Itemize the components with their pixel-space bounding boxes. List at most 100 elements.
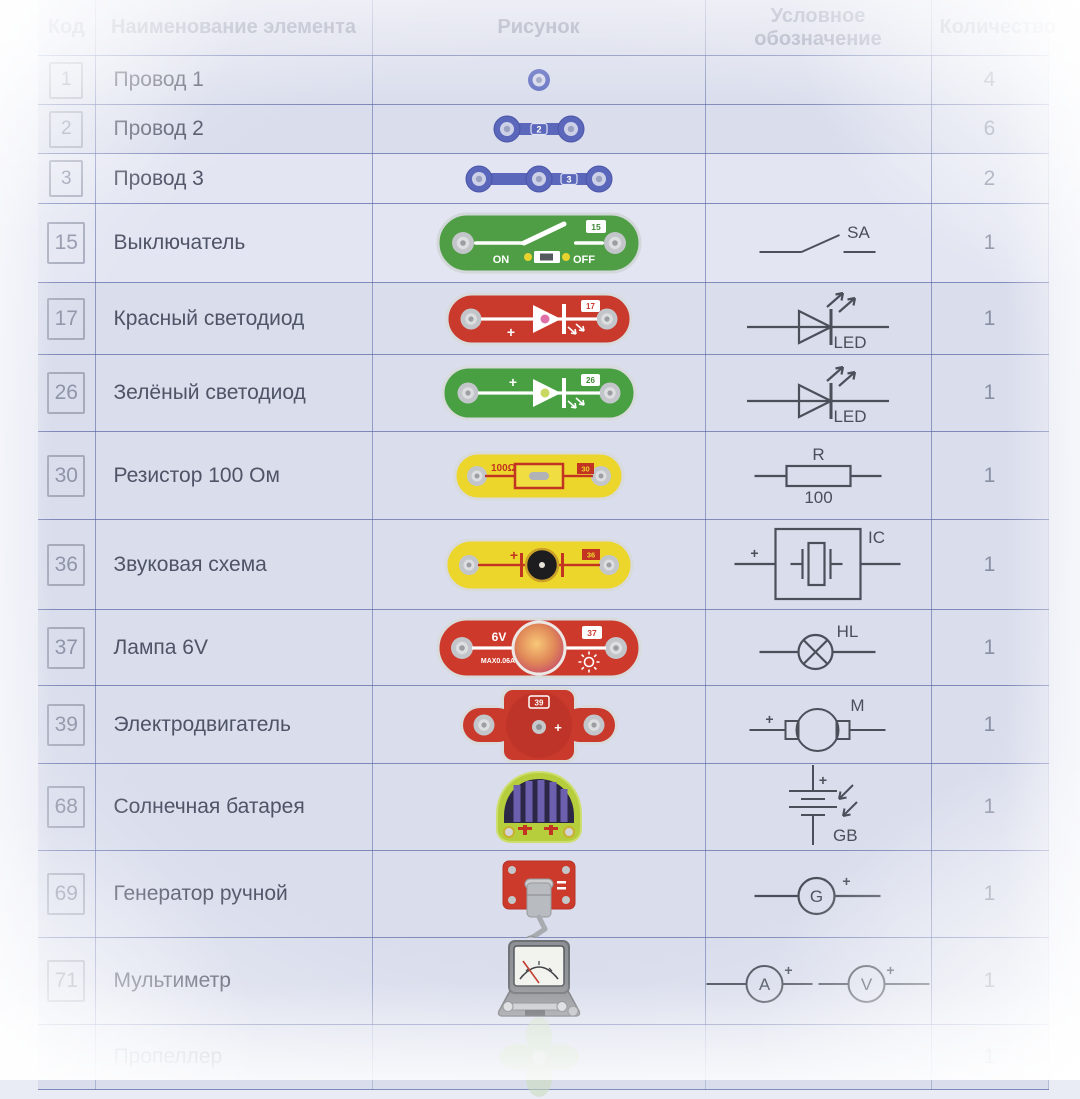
component-symbol: + GB <box>763 761 873 853</box>
code-badge: 37 <box>47 626 86 669</box>
component-quantity: 1 <box>931 609 1049 686</box>
header-element-name: Наименование элемента <box>95 0 373 56</box>
svg-text:3: 3 <box>566 174 571 184</box>
component-name: Провод 3 <box>95 153 373 204</box>
svg-text:+: + <box>886 962 894 978</box>
component-quantity: 1 <box>931 519 1049 610</box>
component-quantity: 1 <box>931 685 1049 764</box>
svg-text:SA: SA <box>847 223 870 242</box>
component-symbol: LED <box>743 287 893 351</box>
led-symbol: LED <box>747 291 889 351</box>
component-quantity: 1 <box>931 282 1049 355</box>
svg-text:A: A <box>759 975 771 994</box>
component-name: Зелёный светодиод <box>95 354 373 432</box>
components-table: Код Наименование элемента Рисунок Условн… <box>38 0 1056 1097</box>
table-row: 26 Зелёный светодиод + 26 LED <box>38 354 1049 432</box>
multimeter-picture <box>497 940 580 1017</box>
svg-text:V: V <box>861 975 873 994</box>
lamp-symbol: HL <box>759 622 876 670</box>
resistor-picture: 100Ω 30 <box>453 451 624 500</box>
code-number: 15 <box>54 231 78 254</box>
svg-text:+: + <box>784 962 792 978</box>
wire-1-picture <box>527 69 550 91</box>
component-symbol: HL <box>756 622 881 674</box>
component-name: Провод 2 <box>95 104 373 154</box>
code-badge: 15 <box>47 222 86 264</box>
multimeter-symbol: A + V + <box>706 962 930 1003</box>
component-quantity: 1 <box>931 850 1049 938</box>
code-badge: 71 <box>47 960 86 1002</box>
component-quantity: 1 <box>931 937 1049 1025</box>
component-quantity: 1 <box>931 763 1049 851</box>
table-row: 39 Электродвигатель 39 + + M <box>38 685 1049 764</box>
resistor-symbol: R 100 <box>754 446 882 506</box>
component-symbol: + M <box>746 694 891 756</box>
table-row: 1 Провод 1 4 <box>38 55 1049 105</box>
component-picture: 3 <box>463 163 615 195</box>
svg-text:+: + <box>554 720 562 735</box>
led-symbol: LED <box>747 365 889 425</box>
svg-text:GB: GB <box>833 826 858 845</box>
component-name: Мультиметр <box>95 937 373 1025</box>
propeller-picture <box>498 1017 579 1097</box>
svg-text:+: + <box>842 873 850 889</box>
code-badge: 68 <box>47 786 86 828</box>
svg-text:+: + <box>819 772 827 788</box>
green-led-picture: + 26 <box>441 365 636 421</box>
svg-text:26: 26 <box>586 376 595 385</box>
code-number: 68 <box>54 795 78 818</box>
component-quantity: 1 <box>931 203 1049 283</box>
code-number: 2 <box>60 118 72 139</box>
header-picture: Рисунок <box>372 0 706 56</box>
component-symbol: A + V + <box>701 952 936 1010</box>
code-number: 39 <box>54 712 78 736</box>
svg-text:ON: ON <box>492 254 509 266</box>
component-quantity: 1 <box>931 354 1049 432</box>
table-row: 15 Выключатель 15 ON OFF SA 1 <box>38 203 1049 283</box>
component-picture <box>526 67 552 93</box>
component-symbol: + IC <box>731 519 906 611</box>
component-picture: + 36 <box>444 537 634 593</box>
header-code: Код <box>38 0 96 56</box>
code-number: 17 <box>54 306 78 330</box>
svg-text:100: 100 <box>804 488 832 506</box>
code-badge: 39 <box>47 703 86 746</box>
component-name: Резистор 100 Ом <box>95 431 373 520</box>
component-picture: 15 ON OFF <box>436 210 642 276</box>
svg-text:+: + <box>750 545 758 561</box>
component-picture: + 17 <box>445 291 633 347</box>
code-number: 69 <box>54 882 78 905</box>
code-badge: 17 <box>47 297 86 340</box>
svg-text:2: 2 <box>536 125 541 135</box>
snap-connector-icon <box>465 165 612 192</box>
component-quantity: 1 <box>931 431 1049 520</box>
sound-ic-symbol: + IC <box>734 527 901 600</box>
code-number: 37 <box>54 635 78 659</box>
component-picture <box>487 939 591 1023</box>
svg-text:MAX0.06A: MAX0.06A <box>480 658 514 665</box>
component-picture: 6V MAX0.06A 37 <box>436 615 642 681</box>
component-symbol: SA <box>756 222 881 264</box>
code-number: 30 <box>54 463 78 487</box>
table-row: 36 Звуковая схема + 36 <box>38 519 1049 611</box>
red-led-picture: + 17 <box>445 292 632 345</box>
svg-text:39: 39 <box>534 698 543 707</box>
table-row: 2 Провод 2 2 6 <box>38 104 1049 154</box>
switch-symbol: SA <box>759 223 876 253</box>
component-quantity: 2 <box>931 153 1049 204</box>
motor-picture: 39 + <box>459 686 618 763</box>
table-row: 17 Красный светодиод + 17 LED <box>38 282 1049 355</box>
component-name: Провод 1 <box>95 55 373 105</box>
svg-text:36: 36 <box>586 550 594 559</box>
component-picture: + 26 <box>441 363 637 423</box>
component-symbol: R 100 <box>751 446 886 506</box>
svg-text:17: 17 <box>586 302 595 311</box>
code-badge: 3 <box>49 160 84 197</box>
code-badge: 69 <box>47 873 86 915</box>
wire-2-picture: 2 <box>493 115 584 143</box>
wire-3-picture: 3 <box>465 165 612 192</box>
component-name: Звуковая схема <box>95 519 373 610</box>
component-name: Выключатель <box>95 203 373 283</box>
code-badge: 2 <box>49 110 84 148</box>
component-quantity: 4 <box>931 55 1049 105</box>
